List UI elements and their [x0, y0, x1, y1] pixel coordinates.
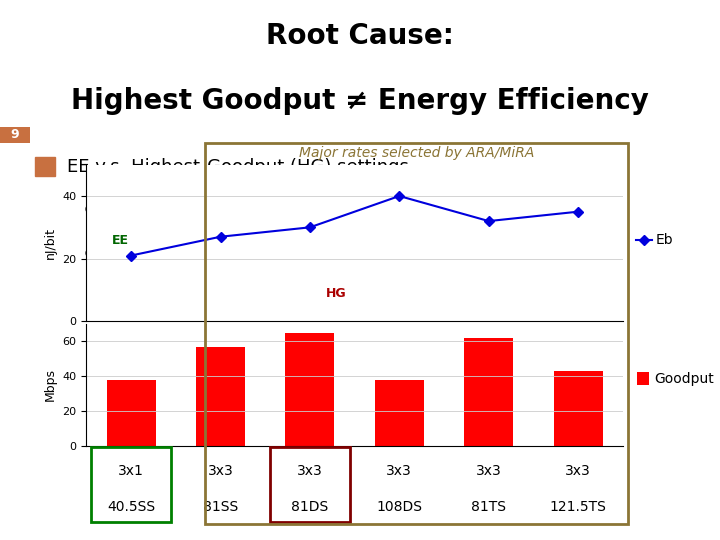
- Text: 3x3: 3x3: [297, 463, 323, 477]
- Bar: [35, 157, 55, 176]
- Text: EE v.s. Highest-Goodput (HG) settings: EE v.s. Highest-Goodput (HG) settings: [67, 158, 409, 176]
- Bar: [0, 127, 30, 143]
- Text: 3x3: 3x3: [565, 463, 591, 477]
- Bar: [91, 447, 171, 522]
- Text: 121.5TS: 121.5TS: [549, 500, 606, 514]
- Text: 9: 9: [11, 129, 19, 141]
- Text: 81SS: 81SS: [203, 500, 238, 514]
- Text: Eb: Eb: [655, 233, 672, 247]
- Text: Major rates selected by ARA/MiRA: Major rates selected by ARA/MiRA: [299, 146, 534, 160]
- Text: Goodput: Goodput: [654, 372, 714, 386]
- Y-axis label: nJ/bit: nJ/bit: [44, 227, 57, 259]
- Text: EE: EE: [112, 234, 129, 247]
- Bar: [637, 372, 649, 385]
- Text: HG: HG: [326, 287, 346, 300]
- Text: ⊙ The gap between EE and HG reaches 11.1 nJ/bit: ⊙ The gap between EE and HG reaches 11.1…: [84, 202, 469, 217]
- Text: Root Cause:: Root Cause:: [266, 22, 454, 50]
- Text: 40.5SS: 40.5SS: [107, 500, 156, 514]
- Bar: [554, 371, 603, 446]
- Bar: [374, 380, 424, 446]
- Bar: [205, 143, 628, 524]
- Text: ⊙ Incurring energy waste: ⊙ Incurring energy waste: [84, 246, 284, 261]
- Text: 3x3: 3x3: [387, 463, 412, 477]
- Text: 3x1: 3x1: [118, 463, 144, 477]
- Bar: [270, 447, 350, 522]
- Bar: [285, 333, 335, 446]
- Bar: [464, 338, 513, 446]
- Text: 3x3: 3x3: [207, 463, 233, 477]
- Text: 81TS: 81TS: [471, 500, 506, 514]
- Y-axis label: Mbps: Mbps: [44, 368, 57, 401]
- Bar: [196, 347, 245, 446]
- Text: 81DS: 81DS: [292, 500, 328, 514]
- Text: 57.8%: 57.8%: [458, 246, 510, 261]
- Text: 108DS: 108DS: [377, 500, 423, 514]
- Text: using HG: using HG: [510, 246, 585, 261]
- Text: 3x3: 3x3: [476, 463, 502, 477]
- Bar: [107, 380, 156, 446]
- Text: Highest Goodput ≠ Energy Efficiency: Highest Goodput ≠ Energy Efficiency: [71, 87, 649, 115]
